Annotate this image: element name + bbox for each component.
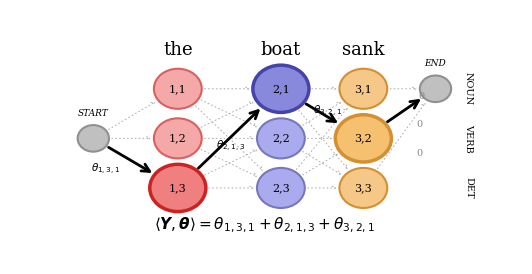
- Ellipse shape: [420, 76, 451, 102]
- Text: NOUN: NOUN: [464, 72, 473, 105]
- Text: VERB: VERB: [464, 124, 473, 153]
- Text: the: the: [163, 41, 193, 59]
- Text: 0: 0: [416, 149, 422, 158]
- Ellipse shape: [253, 65, 309, 112]
- Ellipse shape: [257, 118, 305, 158]
- Text: END: END: [425, 59, 446, 68]
- Ellipse shape: [154, 69, 202, 109]
- Text: 1,1: 1,1: [169, 84, 187, 94]
- Text: $\theta_{3,2,1}$: $\theta_{3,2,1}$: [313, 104, 342, 119]
- Ellipse shape: [335, 115, 392, 162]
- Ellipse shape: [78, 125, 109, 152]
- Text: DET: DET: [464, 177, 473, 199]
- Text: 3,1: 3,1: [354, 84, 372, 94]
- Text: $\langle \boldsymbol{Y}, \boldsymbol{\theta} \rangle = \theta_{1,3,1} + \theta_{: $\langle \boldsymbol{Y}, \boldsymbol{\th…: [154, 216, 375, 235]
- Ellipse shape: [339, 168, 387, 208]
- Text: 1,3: 1,3: [169, 183, 187, 193]
- Text: 3,2: 3,2: [354, 133, 372, 143]
- Ellipse shape: [150, 164, 206, 212]
- Text: 3,3: 3,3: [354, 183, 372, 193]
- Text: 2,3: 2,3: [272, 183, 290, 193]
- Text: sank: sank: [342, 41, 385, 59]
- Text: START: START: [78, 109, 109, 118]
- Ellipse shape: [339, 69, 387, 109]
- Text: 2,1: 2,1: [272, 84, 290, 94]
- Text: 0: 0: [416, 120, 422, 129]
- Text: 0: 0: [419, 92, 425, 101]
- Text: $\theta_{1,3,1}$: $\theta_{1,3,1}$: [91, 161, 120, 176]
- Ellipse shape: [257, 168, 305, 208]
- Text: $\theta_{2,1,3}$: $\theta_{2,1,3}$: [216, 139, 245, 154]
- Ellipse shape: [154, 118, 202, 158]
- Text: 1,2: 1,2: [169, 133, 187, 143]
- Text: boat: boat: [261, 41, 301, 59]
- Text: 2,2: 2,2: [272, 133, 290, 143]
